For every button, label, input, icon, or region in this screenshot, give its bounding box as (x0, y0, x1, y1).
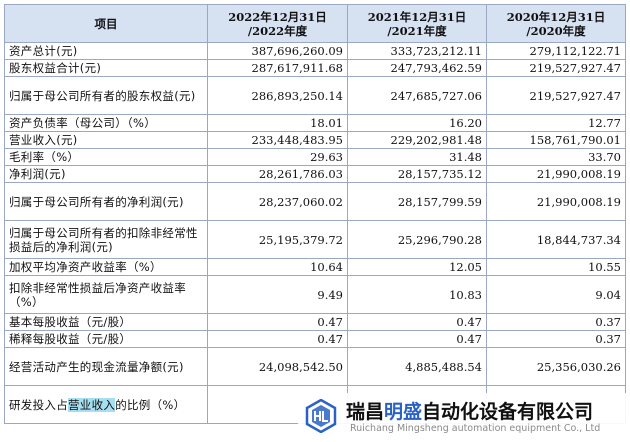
row-label: 归属于母公司所有者的股东权益(元) (4, 76, 208, 115)
value-2020: 21,990,008.19 (486, 165, 626, 183)
value-2022: 287,617,911.68 (207, 59, 348, 77)
value-2020: 219,527,927.47 (486, 76, 626, 115)
company-name: 瑞昌明盛自动化设备有限公司 (346, 397, 593, 424)
table-row: 营业收入(元) 233,448,483.95 229,202,981.48 15… (4, 131, 626, 149)
table-row: 扣除非经常性损益后净资产收益率（%） 9.49 10.83 9.04 (4, 275, 626, 314)
table-row: 资产负债率（母公司）（%） 18.01 16.20 12.77 (4, 114, 626, 132)
company-watermark: 瑞昌明盛自动化设备有限公司 Ruichang Mingsheng automat… (298, 393, 630, 442)
header-item: 项目 (4, 4, 208, 43)
table-row: 资产总计(元) 387,696,260.09 333,723,212.11 27… (4, 42, 626, 60)
company-name-part-2: 明盛 (384, 401, 423, 423)
table-row: 稀释每股收益（元/股） 0.47 0.47 0.37 (4, 330, 626, 348)
value-2021: 16.20 (347, 114, 487, 132)
row-label: 股东权益合计(元) (4, 59, 208, 77)
company-logo-icon (305, 399, 337, 433)
row-label: 毛利率（%） (4, 148, 208, 166)
header-2022: 2022年12月31日 /2022年度 (207, 4, 348, 43)
value-2021: 10.83 (347, 275, 487, 314)
row-label: 资产负债率（母公司）（%） (4, 114, 208, 132)
row-label: 稀释每股收益（元/股） (4, 330, 208, 348)
value-2021: 333,723,212.11 (347, 42, 487, 60)
row-label: 归属于母公司所有者的净利润(元) (4, 182, 208, 221)
value-2022: 233,448,483.95 (207, 131, 348, 149)
value-2020: 158,761,790.01 (486, 131, 626, 149)
row-label: 扣除非经常性损益后净资产收益率（%） (4, 275, 208, 314)
header-2020: 2020年12月31日 /2020年度 (486, 4, 626, 43)
value-2020: 33.70 (486, 148, 626, 166)
value-2022: 286,893,250.14 (207, 76, 348, 115)
company-name-part-3: 自动化设备有限公司 (422, 401, 594, 423)
value-2021: 12.05 (347, 258, 487, 276)
value-2021: 28,157,799.59 (347, 182, 487, 221)
value-2020: 279,112,122.71 (486, 42, 626, 60)
value-2021: 4,885,488.54 (347, 347, 487, 386)
label-post: 的比例（%） (115, 397, 186, 412)
table-header-row: 项目 2022年12月31日 /2022年度 2021年12月31日 /2021… (4, 4, 626, 43)
value-2020: 0.37 (486, 330, 626, 348)
value-2022: 9.49 (207, 275, 348, 314)
row-label: 加权平均净资产收益率（%） (4, 258, 208, 276)
row-label: 营业收入(元) (4, 131, 208, 149)
table-row: 经营活动产生的现金流量净额(元) 24,098,542.50 4,885,488… (4, 347, 626, 386)
table-row: 股东权益合计(元) 287,617,911.68 247,793,462.59 … (4, 59, 626, 77)
value-2020: 0.37 (486, 313, 626, 331)
value-2022: 0.47 (207, 313, 348, 331)
row-label: 归属于母公司所有者的扣除非经常性损益后的净利润(元) (4, 220, 208, 259)
table-row: 毛利率（%） 29.63 31.48 33.70 (4, 148, 626, 166)
value-2022: 24,098,542.50 (207, 347, 348, 386)
value-2022: 29.63 (207, 148, 348, 166)
value-2021: 229,202,981.48 (347, 131, 487, 149)
row-label: 基本每股收益（元/股） (4, 313, 208, 331)
value-2020: 219,527,927.47 (486, 59, 626, 77)
value-2022: 10.64 (207, 258, 348, 276)
table-row: 归属于母公司所有者的股东权益(元) 286,893,250.14 247,685… (4, 76, 626, 115)
value-2020: 12.77 (486, 114, 626, 132)
value-2022: 0.47 (207, 330, 348, 348)
label-pre: 研发投入占 (9, 397, 68, 412)
value-2022: 28,261,786.03 (207, 165, 348, 183)
table-row: 归属于母公司所有者的净利润(元) 28,237,060.02 28,157,79… (4, 182, 626, 221)
value-2021: 0.47 (347, 313, 487, 331)
header-2021: 2021年12月31日 /2021年度 (347, 4, 487, 43)
table-row: 加权平均净资产收益率（%） 10.64 12.05 10.55 (4, 258, 626, 276)
value-2020: 25,356,030.26 (486, 347, 626, 386)
value-2021: 247,685,727.06 (347, 76, 487, 115)
row-label-rd-ratio: 研发投入占营业收入的比例（%） (4, 385, 208, 424)
table-row: 基本每股收益（元/股） 0.47 0.47 0.37 (4, 313, 626, 331)
highlighted-text: 营业收入 (68, 397, 116, 412)
value-2020: 10.55 (486, 258, 626, 276)
table-row: 净利润(元) 28,261,786.03 28,157,735.12 21,99… (4, 165, 626, 183)
row-label: 净利润(元) (4, 165, 208, 183)
row-label: 经营活动产生的现金流量净额(元) (4, 347, 208, 386)
value-2021: 31.48 (347, 148, 487, 166)
value-2020: 21,990,008.19 (486, 182, 626, 221)
company-english-name: Ruichang Mingsheng automation equipment … (350, 423, 601, 434)
value-2021: 0.47 (347, 330, 487, 348)
value-2022: 387,696,260.09 (207, 42, 348, 60)
value-2020: 9.04 (486, 275, 626, 314)
value-2021: 28,157,735.12 (347, 165, 487, 183)
value-2021: 25,296,790.28 (347, 220, 487, 259)
financial-table: 项目 2022年12月31日 /2022年度 2021年12月31日 /2021… (4, 4, 626, 424)
value-2020: 18,844,737.34 (486, 220, 626, 259)
company-name-part-1: 瑞昌 (346, 401, 385, 423)
value-2022: 28,237,060.02 (207, 182, 348, 221)
value-2022: 18.01 (207, 114, 348, 132)
table-row: 归属于母公司所有者的扣除非经常性损益后的净利润(元) 25,195,379.72… (4, 220, 626, 259)
row-label: 资产总计(元) (4, 42, 208, 60)
value-2022: 25,195,379.72 (207, 220, 348, 259)
value-2021: 247,793,462.59 (347, 59, 487, 77)
